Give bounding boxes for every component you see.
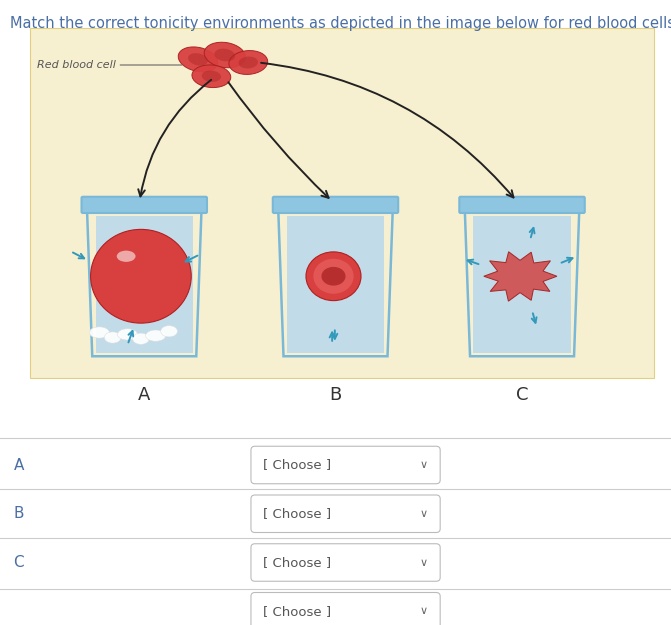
Ellipse shape [204,42,246,68]
Ellipse shape [192,65,231,88]
Text: B: B [329,386,342,404]
Text: Red blood cell: Red blood cell [37,60,116,70]
Text: [ Choose ]: [ Choose ] [263,605,331,618]
Ellipse shape [146,330,166,341]
Circle shape [91,229,191,323]
Text: B: B [13,506,24,521]
Text: Match the correct tonicity environments as depicted in the image below for red b: Match the correct tonicity environments … [10,16,671,31]
Polygon shape [474,216,570,353]
FancyBboxPatch shape [30,28,654,378]
Ellipse shape [215,49,235,61]
Text: C: C [516,386,528,404]
Text: ∨: ∨ [420,558,428,568]
Ellipse shape [178,47,217,72]
FancyBboxPatch shape [82,197,207,213]
Ellipse shape [229,51,268,74]
Ellipse shape [239,56,258,69]
Ellipse shape [117,251,136,262]
Ellipse shape [89,327,109,338]
FancyBboxPatch shape [251,544,440,581]
FancyBboxPatch shape [459,197,584,213]
Ellipse shape [161,326,177,337]
Text: ∨: ∨ [420,606,428,616]
Ellipse shape [117,329,138,340]
Polygon shape [287,216,384,353]
Ellipse shape [202,71,221,82]
Text: ∨: ∨ [420,509,428,519]
Ellipse shape [321,267,346,286]
Ellipse shape [133,333,149,344]
Ellipse shape [306,252,361,301]
Text: [ Choose ]: [ Choose ] [263,459,331,471]
Text: A: A [138,386,150,404]
FancyBboxPatch shape [251,592,440,625]
Polygon shape [96,216,193,353]
FancyBboxPatch shape [251,495,440,532]
Text: A: A [13,458,23,472]
Ellipse shape [188,53,208,66]
FancyBboxPatch shape [251,446,440,484]
FancyBboxPatch shape [272,197,398,213]
Text: ∨: ∨ [420,460,428,470]
Text: [ Choose ]: [ Choose ] [263,556,331,569]
Ellipse shape [313,259,354,294]
Text: [ Choose ]: [ Choose ] [263,508,331,520]
Ellipse shape [105,332,121,343]
Polygon shape [484,252,557,301]
Text: C: C [13,555,24,570]
